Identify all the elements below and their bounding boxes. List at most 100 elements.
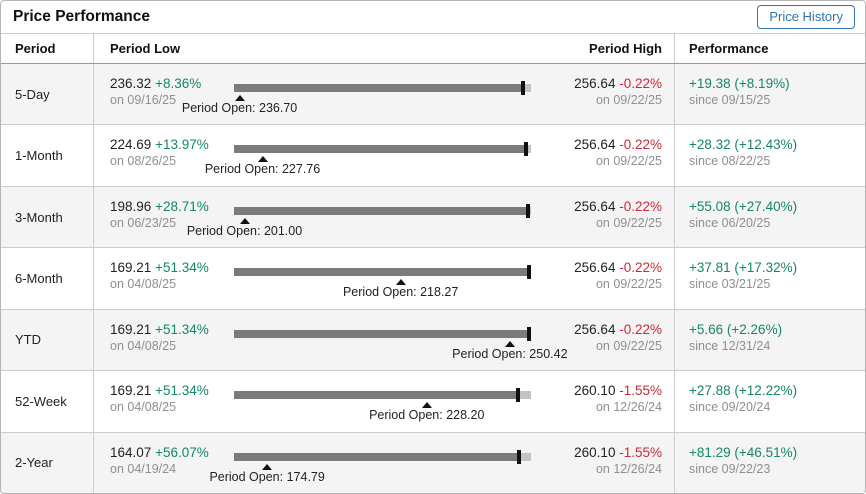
performance-since: since 09/22/23 xyxy=(689,461,771,476)
current-price-marker xyxy=(520,81,525,95)
range-cell: 236.32 +8.36% on 09/16/25 Period Open: 2… xyxy=(94,64,675,125)
high-percent: -0.22% xyxy=(619,321,662,337)
period-low-value: 169.21 +51.34% xyxy=(110,382,234,399)
range-track xyxy=(234,81,531,95)
period-high-date: on 12/26/24 xyxy=(595,400,662,415)
period-low-date: on 04/08/25 xyxy=(110,338,177,353)
performance-value: +19.38 (+8.19%) xyxy=(689,76,790,91)
range-track xyxy=(234,203,531,218)
period-open-marker xyxy=(395,279,406,286)
low-percent: +13.97% xyxy=(155,137,209,153)
performance-cell: +37.81 (+17.32%) since 03/21/25 xyxy=(675,248,865,308)
high-percent: -0.22% xyxy=(619,76,662,91)
range-cell: 198.96 +28.71% on 06/23/25 Period Open: … xyxy=(94,186,675,248)
low-percent: +51.34% xyxy=(155,383,209,399)
column-header-period: Period xyxy=(1,34,94,63)
period-high-block: 256.64 -0.22% on 09/22/25 xyxy=(531,310,674,370)
performance-cell: +81.29 (+46.51%) since 09/22/23 xyxy=(675,433,865,493)
range-cell: 169.21 +51.34% on 04/08/25 Period Open: … xyxy=(94,248,675,309)
performance-since: since 06/20/25 xyxy=(689,215,771,230)
period-high-date: on 09/22/25 xyxy=(595,338,662,353)
period-open-marker xyxy=(504,340,515,347)
period-low-value: 198.96 +28.71% xyxy=(110,198,234,215)
performance-cell: +28.32 (+12.43%) since 08/22/25 xyxy=(675,125,865,185)
range-track xyxy=(234,388,531,403)
price-range-bar: Period Open: 227.76 xyxy=(205,125,531,185)
table-row: 3-Month 198.96 +28.71% on 06/23/25 Perio… xyxy=(1,186,865,249)
range-cell: 169.21 +51.34% on 04/08/25 Period Open: … xyxy=(94,309,675,371)
period-open-label: Period Open: 174.79 xyxy=(209,469,325,484)
bar-fill xyxy=(234,391,518,400)
bar-fill xyxy=(234,84,523,92)
high-percent: -0.22% xyxy=(619,260,662,276)
performance-value: +37.81 (+17.32%) xyxy=(689,260,798,276)
period-low-value: 169.21 +51.34% xyxy=(110,321,234,338)
high-percent: -0.22% xyxy=(619,198,662,214)
period-cell: 3-Month xyxy=(1,186,94,248)
high-price: 260.10 xyxy=(574,444,616,460)
price-range-bar: Period Open: 201.00 xyxy=(187,187,531,247)
table-body: 5-Day 236.32 +8.36% on 09/16/25 Period O… xyxy=(1,64,865,493)
high-price: 256.64 xyxy=(574,76,616,91)
period-low-block: 169.21 +51.34% on 04/08/25 xyxy=(94,310,234,370)
period-open-marker xyxy=(234,95,245,101)
period-cell: YTD xyxy=(1,309,94,371)
period-high-date: on 09/22/25 xyxy=(595,154,662,169)
low-price: 164.07 xyxy=(110,444,152,460)
period-high-value: 256.64 -0.22% xyxy=(531,259,662,276)
period-cell: 2-Year xyxy=(1,432,94,493)
period-high-value: 260.10 -1.55% xyxy=(531,382,662,399)
period-high-value: 256.64 -0.22% xyxy=(531,198,662,215)
period-open-label: Period Open: 201.00 xyxy=(186,223,303,238)
low-price: 198.96 xyxy=(110,198,152,214)
price-history-button[interactable]: Price History xyxy=(757,5,855,29)
period-open-label: Period Open: 228.20 xyxy=(369,408,485,423)
period-high-block: 256.64 -0.22% on 09/22/25 xyxy=(531,64,674,124)
table-header-row: Period Period Low Period High Performanc… xyxy=(1,34,865,64)
period-high-block: 256.64 -0.22% on 09/22/25 xyxy=(531,125,674,185)
price-range-bar: Period Open: 218.27 xyxy=(234,248,532,308)
high-price: 260.10 xyxy=(574,383,616,399)
bar-fill xyxy=(234,452,519,461)
performance-value: +5.66 (+2.26%) xyxy=(689,321,783,337)
range-cell: 169.21 +51.34% on 04/08/25 Period Open: … xyxy=(94,371,675,432)
table-row: 6-Month 169.21 +51.34% on 04/08/25 Perio… xyxy=(1,248,865,310)
period-low-date: on 04/08/25 xyxy=(110,400,177,415)
period-high-value: 256.64 -0.22% xyxy=(531,75,662,92)
period-high-date: on 09/22/25 xyxy=(595,277,662,292)
low-price: 224.69 xyxy=(110,137,152,153)
column-header-middle: Period Low Period High xyxy=(94,34,675,63)
high-price: 256.64 xyxy=(574,137,616,153)
period-low-date: on 09/16/25 xyxy=(110,93,177,107)
range-track xyxy=(234,265,532,280)
column-header-period-high: Period High xyxy=(589,41,662,56)
bar-fill xyxy=(234,145,526,154)
high-price: 256.64 xyxy=(574,321,616,337)
low-percent: +51.34% xyxy=(155,321,209,337)
period-low-value: 224.69 +13.97% xyxy=(110,136,234,153)
table-row: 2-Year 164.07 +56.07% on 04/19/24 Period… xyxy=(1,432,865,493)
period-cell: 6-Month xyxy=(1,248,94,309)
period-high-date: on 12/26/24 xyxy=(595,461,662,476)
performance-since: since 09/20/24 xyxy=(689,400,771,415)
period-low-block: 164.07 +56.07% on 04/19/24 xyxy=(94,433,234,493)
performance-value: +55.08 (+27.40%) xyxy=(689,198,798,214)
bar-fill xyxy=(234,268,530,277)
performance-cell: +55.08 (+27.40%) since 06/20/25 xyxy=(675,187,865,247)
period-open-label: Period Open: 218.27 xyxy=(342,285,459,300)
current-price-marker xyxy=(516,449,521,464)
low-percent: +8.36% xyxy=(155,76,202,91)
range-track xyxy=(234,142,531,157)
high-percent: -0.22% xyxy=(619,137,662,153)
period-high-block: 260.10 -1.55% on 12/26/24 xyxy=(531,433,674,493)
price-range-bar: Period Open: 250.42 xyxy=(234,310,568,370)
period-low-date: on 04/08/25 xyxy=(110,277,177,292)
period-low-value: 169.21 +51.34% xyxy=(110,259,234,276)
period-low-date: on 08/26/25 xyxy=(110,154,177,169)
period-low-block: 169.21 +51.34% on 04/08/25 xyxy=(94,248,234,308)
performance-since: since 03/21/25 xyxy=(689,277,771,292)
period-low-value: 164.07 +56.07% xyxy=(110,444,234,461)
performance-value: +28.32 (+12.43%) xyxy=(689,137,798,153)
performance-cell: +5.66 (+2.26%) since 12/31/24 xyxy=(675,310,865,370)
